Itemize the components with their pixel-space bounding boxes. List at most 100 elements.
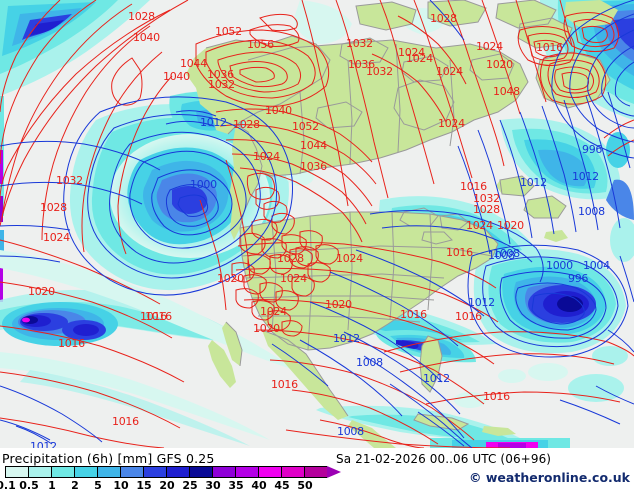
colorbar-swatch (74, 466, 97, 478)
colorbar-swatch (258, 466, 281, 478)
isobar-label: 1040 (133, 31, 160, 44)
colorbar-tick: 15 (136, 479, 152, 490)
colorbar-tick: 20 (159, 479, 175, 490)
isobar-label: 1024 (406, 52, 433, 65)
isobar-label: 1032 (473, 192, 500, 205)
colorbar-tick: 0.5 (19, 479, 39, 490)
isobar-label: 1048 (493, 85, 520, 98)
colorbar-tick: 35 (228, 479, 244, 490)
isobar-label: 1020 (28, 285, 55, 298)
isobar-label: 1040 (265, 104, 292, 117)
colorbar-swatch (212, 466, 235, 478)
isobar-label: 1032 (208, 78, 235, 91)
colorbar-tick: 40 (251, 479, 267, 490)
isobar-label: 1016 (112, 415, 139, 428)
isobar-label: 1028 (128, 10, 155, 23)
isobar-label: 1016 (58, 337, 85, 350)
footer-title: Precipitation (6h) [mm] GFS 0.25 (2, 451, 215, 466)
isobar-label: 1040 (163, 70, 190, 83)
colorbar-swatch (189, 466, 212, 478)
footer-copyright: © weatheronline.co.uk (469, 470, 630, 485)
isobar-label: 1016 (455, 310, 482, 323)
isobars-low (0, 0, 634, 448)
isobar-label: 1004 (583, 259, 610, 272)
isobar-label: 1016 (140, 310, 167, 323)
colorbar-swatch (143, 466, 166, 478)
isobar-label: 1016 (483, 390, 510, 403)
isobar-label: 1020 (325, 298, 352, 311)
isobar-label: 1028 (277, 252, 304, 265)
colorbar-tick: 1 (48, 479, 56, 490)
isobar-label: 1016 (145, 310, 172, 323)
isobar-label: 1024 (253, 150, 280, 163)
isobar-label: 1008 (337, 425, 364, 438)
isobar-label: 1016 (271, 378, 298, 391)
isobar-label: 1028 (233, 118, 260, 131)
isobar-label: 1016 (446, 246, 473, 259)
isobar-label: 1016 (400, 308, 427, 321)
map-canvas[interactable]: 1028 1040 1052 1056 1044 1036 1040 1032 1048 1028… (0, 0, 634, 448)
colorbar-overflow-arrow (327, 466, 341, 478)
colorbar-swatch (304, 466, 327, 478)
colorbar-swatch (51, 466, 74, 478)
colorbar-swatch (166, 466, 189, 478)
colorbar-tick: 5 (94, 479, 102, 490)
isobar-label: 1012 (468, 296, 495, 309)
isobar-label: 1012 (572, 170, 599, 183)
isobar-label: 1032 (366, 65, 393, 78)
isobar-label: 1056 (247, 38, 274, 51)
isobar-label: 1024 (436, 65, 463, 78)
colorbar-tick: 50 (297, 479, 313, 490)
colorbar-tick: 2 (71, 479, 79, 490)
isobar-label: 1028 (473, 203, 500, 216)
isobar-label: 1044 (180, 57, 207, 70)
isobar-label: 1008 (356, 356, 383, 369)
isobar-label: 1032 (346, 37, 373, 50)
map-footer: Precipitation (6h) [mm] GFS 0.25 Sa 21-0… (0, 448, 634, 490)
isobar-label: 1000 (546, 259, 573, 272)
isobar-label: 1036 (348, 58, 375, 71)
colorbar-tick-labels: 0.1 0.5 1 2 5 10 15 20 25 30 35 40 45 50 (0, 479, 330, 490)
isobar-label: 1028 (40, 201, 67, 214)
isobar-label: 1020 (497, 219, 524, 232)
isobar-label: 1008 (493, 247, 520, 260)
colorbar-swatch (97, 466, 120, 478)
isobar-label: 1028 (430, 12, 457, 25)
isobar-label: 1020 (253, 322, 280, 335)
isobar-label: 1024 (466, 219, 493, 232)
isobar-label: 1020 (486, 58, 513, 71)
colorbar-tick: 0.1 (0, 479, 16, 490)
isobar-label: 1016 (536, 41, 563, 54)
colorbar-swatch (28, 466, 51, 478)
isobar-label: 996 (568, 272, 589, 285)
isobar-label: 1012 (520, 176, 547, 189)
isobar-label: 1008 (488, 249, 515, 262)
isobar-label: 1024 (476, 40, 503, 53)
isobar-label: 1044 (300, 139, 327, 152)
isobar-label: 1024 (336, 252, 363, 265)
isobar-label: 1008 (578, 205, 605, 218)
isobar-label: 1024 (280, 272, 307, 285)
colorbar-swatch (120, 466, 143, 478)
colorbar-tick: 25 (182, 479, 198, 490)
isobar-label: 1024 (260, 305, 287, 318)
precipitation-colorbar[interactable] (5, 466, 341, 478)
colorbar-swatch (281, 466, 304, 478)
land-layer (186, 0, 618, 448)
isobar-label: 996 (582, 143, 603, 156)
map-graphics (0, 0, 634, 448)
isobar-label: 1032 (56, 174, 83, 187)
colorbar-tick: 10 (113, 479, 129, 490)
isobar-label: 1012 (200, 116, 227, 129)
isobar-label: 1020 (217, 272, 244, 285)
isobar-label: 1012 (30, 440, 57, 448)
isobar-label: 1016 (460, 180, 487, 193)
isobar-label: 1012 (333, 332, 360, 345)
colorbar-swatch (5, 466, 28, 478)
isobar-label: 1012 (423, 372, 450, 385)
colorbar-swatch (235, 466, 258, 478)
isobar-label: 1024 (398, 46, 425, 59)
isobar-label: 1052 (292, 120, 319, 133)
isobar-label: 1024 (43, 231, 70, 244)
